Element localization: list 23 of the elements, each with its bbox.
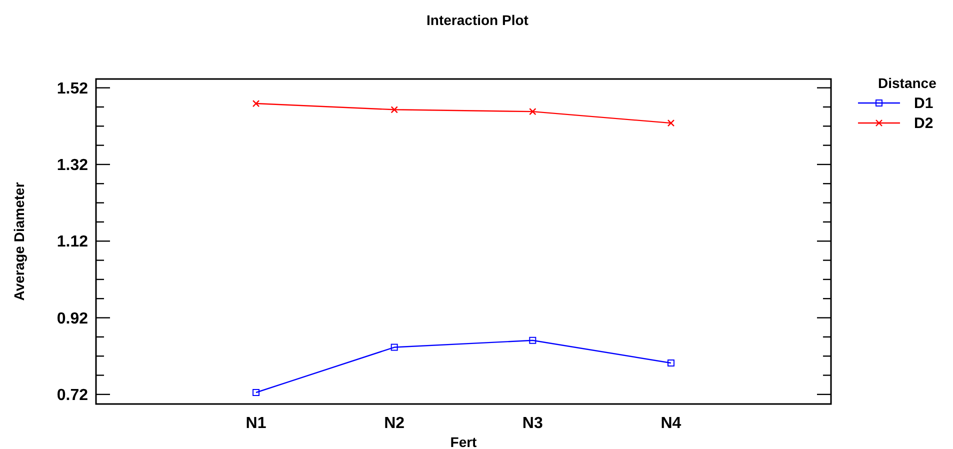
point [667, 359, 674, 366]
chart-title: Interaction Plot [426, 12, 529, 28]
point [390, 106, 398, 114]
point [667, 119, 675, 127]
point [252, 389, 260, 396]
y-axis-title: Average Diameter [11, 182, 27, 301]
x-tick-label: N3 [522, 415, 543, 432]
x-axis-title: Fert [450, 434, 478, 449]
point [252, 100, 260, 108]
legend-title: Distance [878, 75, 937, 91]
x-tick-label: N4 [660, 415, 682, 432]
y-tick-label: 1.12 [56, 234, 88, 251]
y-tick-label: 1.32 [56, 157, 88, 174]
x-tick-label: N1 [246, 415, 266, 432]
y-tick-label: 0.72 [56, 387, 88, 404]
legend-label: D2 [914, 115, 934, 132]
x-tick-label: N2 [384, 415, 405, 432]
y-tick-label: 0.92 [56, 310, 88, 328]
point [529, 336, 536, 344]
y-tick-label: 1.52 [56, 80, 88, 98]
point [390, 344, 398, 351]
point [529, 108, 536, 116]
legend-label: D1 [914, 95, 934, 112]
